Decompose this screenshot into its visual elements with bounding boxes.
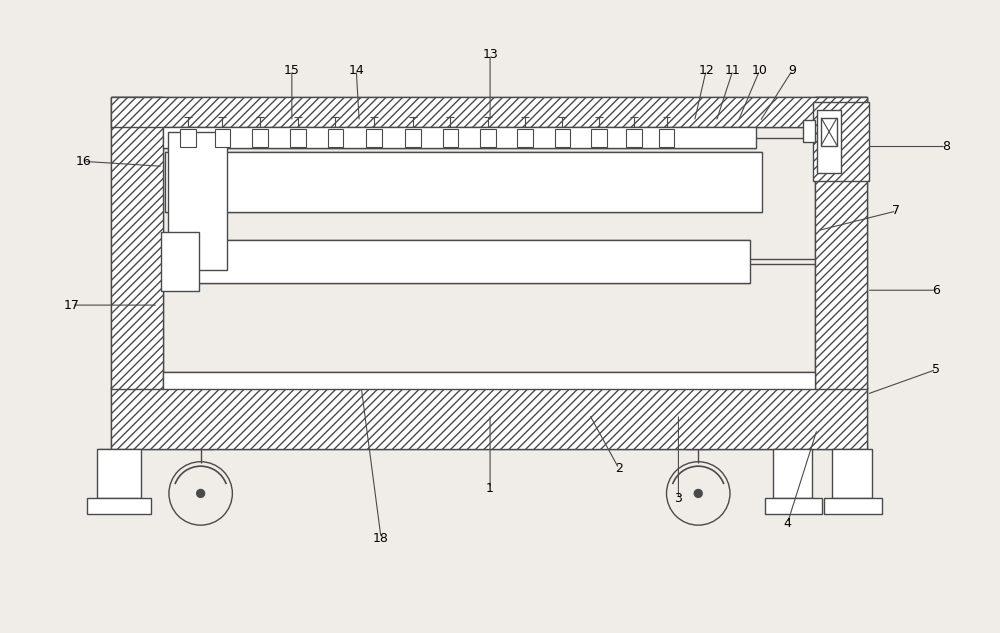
Text: 11: 11 — [725, 64, 741, 77]
Text: 6: 6 — [932, 284, 940, 297]
Bar — [168, 132, 227, 270]
Text: 7: 7 — [892, 204, 900, 217]
Bar — [366, 128, 382, 146]
Text: 12: 12 — [698, 64, 714, 77]
Bar — [813, 102, 869, 181]
Bar — [290, 128, 306, 146]
Bar — [111, 387, 867, 449]
Bar — [803, 120, 815, 142]
Text: 15: 15 — [284, 64, 300, 77]
Bar — [815, 97, 867, 389]
Bar — [177, 240, 750, 284]
Bar — [480, 128, 496, 146]
Text: 13: 13 — [482, 48, 498, 61]
Text: 17: 17 — [64, 299, 80, 311]
Bar — [252, 128, 268, 146]
Circle shape — [197, 489, 205, 498]
Bar — [765, 498, 822, 514]
Bar — [443, 128, 458, 146]
Bar — [215, 128, 230, 146]
Bar — [405, 128, 421, 146]
Text: 3: 3 — [674, 492, 682, 505]
Bar — [111, 97, 867, 127]
Text: 10: 10 — [752, 64, 768, 77]
Text: 4: 4 — [784, 517, 791, 530]
Text: 16: 16 — [76, 155, 92, 168]
Text: 9: 9 — [788, 64, 796, 77]
Bar — [97, 449, 141, 498]
Bar — [87, 498, 151, 514]
Bar — [824, 498, 882, 514]
Bar — [821, 118, 837, 146]
Bar — [163, 372, 815, 389]
Circle shape — [694, 489, 702, 498]
Bar — [773, 449, 812, 498]
Bar — [555, 128, 570, 146]
Bar — [111, 97, 163, 389]
Text: 18: 18 — [373, 532, 389, 544]
Text: 14: 14 — [348, 64, 364, 77]
Text: 2: 2 — [615, 462, 623, 475]
Bar — [659, 128, 674, 146]
Text: 5: 5 — [932, 363, 940, 376]
Bar — [161, 232, 199, 291]
Bar — [591, 128, 607, 146]
Text: 8: 8 — [942, 140, 950, 153]
Bar — [165, 153, 762, 212]
Bar — [817, 110, 841, 173]
Bar — [517, 128, 533, 146]
Bar — [163, 127, 756, 149]
Bar — [328, 128, 343, 146]
Bar — [832, 449, 872, 498]
Bar — [180, 128, 196, 146]
Bar — [626, 128, 642, 146]
Text: 1: 1 — [486, 482, 494, 495]
